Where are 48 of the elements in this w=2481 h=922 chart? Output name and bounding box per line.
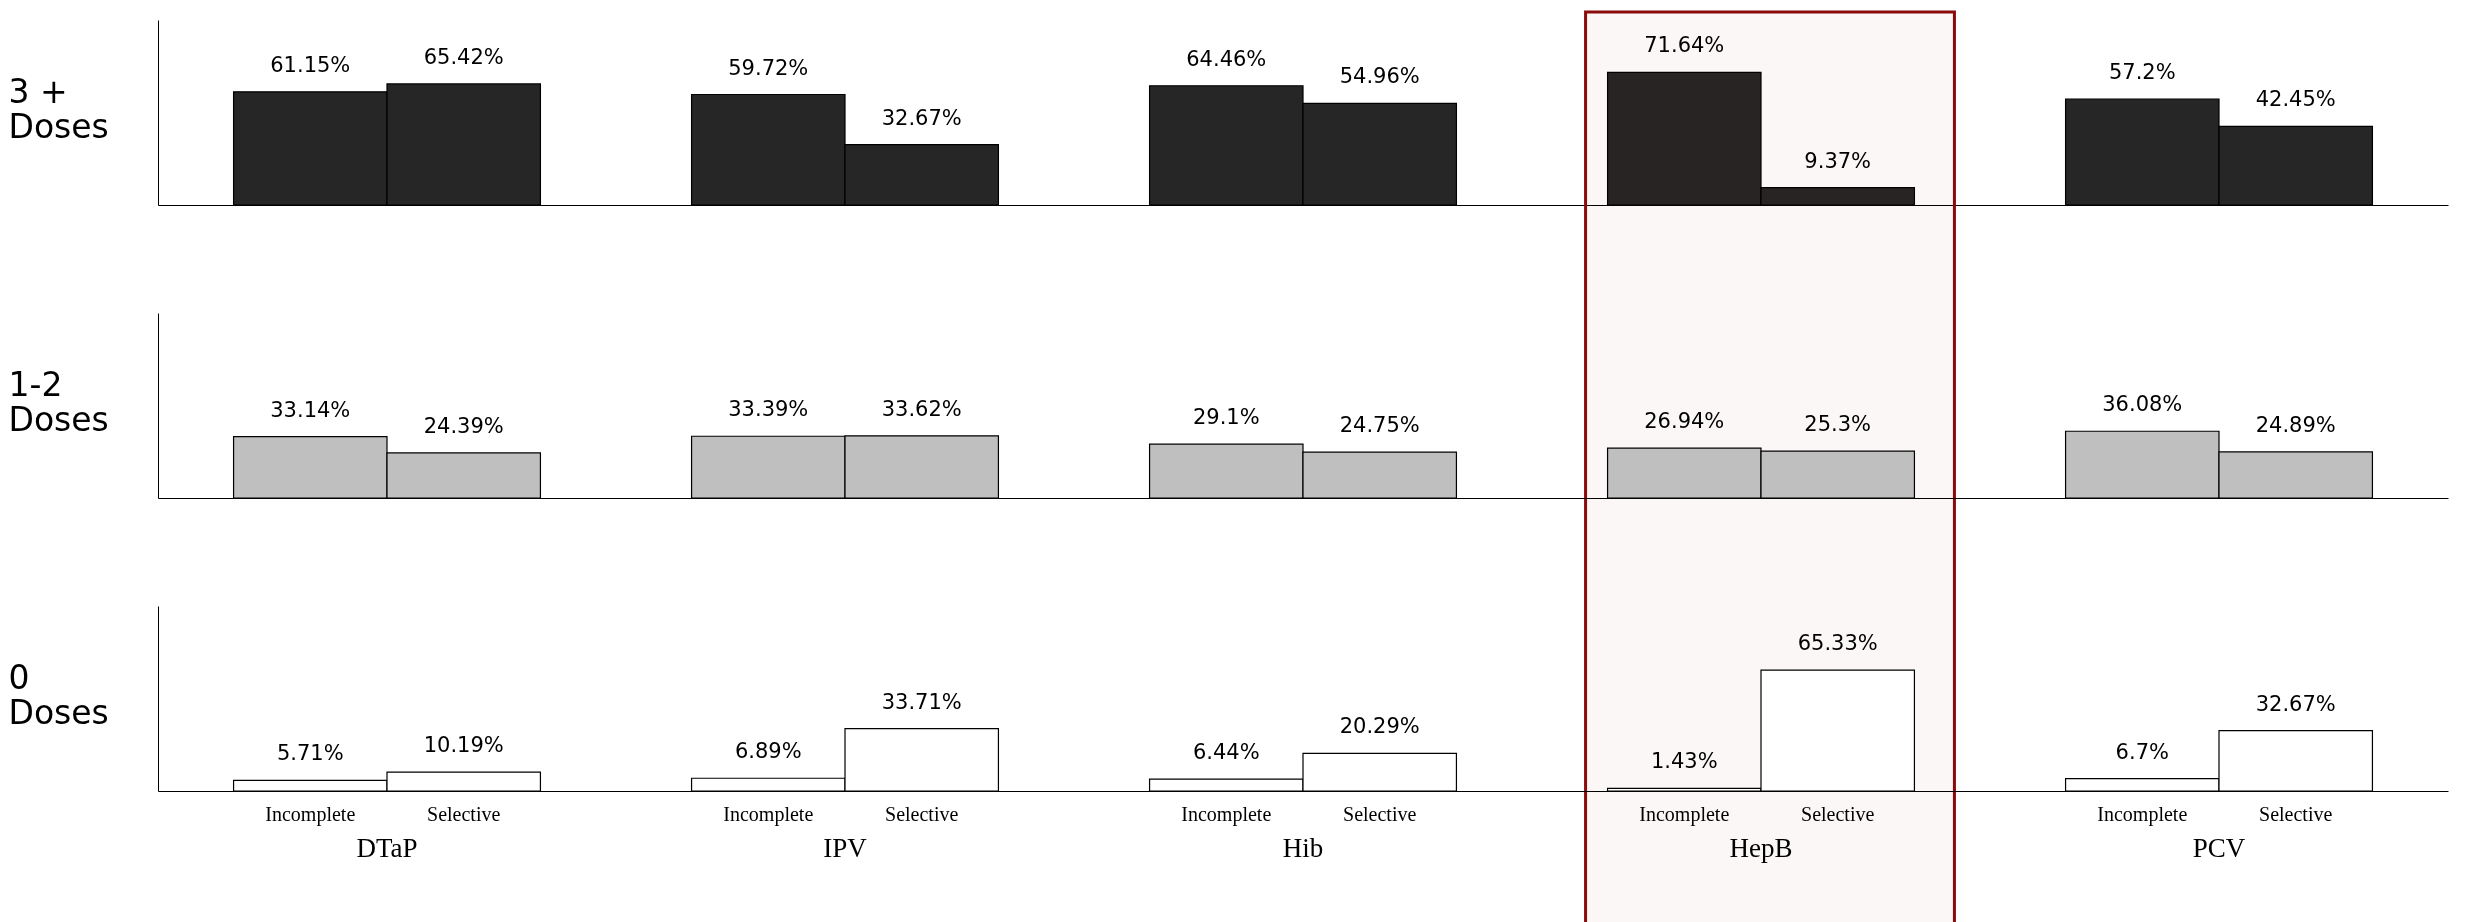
data-label: 33.14% [270,397,351,422]
data-label: 65.42% [423,44,504,69]
data-label: 20.29% [1339,714,1420,739]
data-label: 54.96% [1339,64,1420,89]
data-label: 10.19% [423,733,504,758]
data-label: 6.44% [1192,740,1260,765]
data-label: 6.89% [734,739,802,764]
text: Selective [885,803,959,825]
data-label: 6.7% [2115,739,2169,764]
data-label: 9.37% [1804,148,1872,173]
data-label: 42.45% [2255,87,2336,112]
data-label: 24.39% [423,413,504,438]
text: Selective [1343,803,1417,825]
text: Selective [1801,803,1875,825]
text: Incomplete [2097,803,2188,825]
x-tick-label: IPV [823,832,868,863]
data-label: 29.1% [1192,405,1260,430]
data-label: 33.62% [881,396,962,421]
data-label: 71.64% [1644,33,1725,58]
data-label: 1.43% [1650,749,1718,774]
x-tick-label: DTaP [356,832,418,863]
text: Incomplete [1639,803,1730,825]
data-label: 33.71% [881,689,962,714]
text: Incomplete [1181,803,1272,825]
data-label: 36.08% [2102,392,2183,417]
text: Incomplete [723,803,814,825]
data-label: 26.94% [1644,409,1725,434]
data-label: 24.89% [2255,412,2336,437]
data-label: 24.75% [1339,413,1420,438]
data-label: 33.39% [728,397,809,422]
data-label: 25.3% [1804,412,1872,437]
data-label: 61.15% [270,52,351,77]
x-tick-label: Hib [1282,832,1324,863]
data-label: 65.33% [1797,631,1878,656]
x-tick-label: PCV [2192,832,2246,863]
data-label: 57.2% [2108,60,2176,85]
y-axis-title: 0 Doses [8,658,109,732]
series-label: Selective [427,803,501,825]
data-label: 5.71% [276,741,344,766]
text: Selective [2259,803,2333,825]
series-label: Incomplete [265,803,356,826]
y-axis-title: 3 + Doses [8,72,109,146]
x-tick-label: HepB [1729,832,1793,863]
y-axis-title: 1-2 Doses [8,365,109,439]
data-label: 32.67% [2255,691,2336,716]
data-label: 59.72% [728,55,809,80]
data-label: 64.46% [1186,46,1267,71]
data-label: 32.67% [881,105,962,130]
